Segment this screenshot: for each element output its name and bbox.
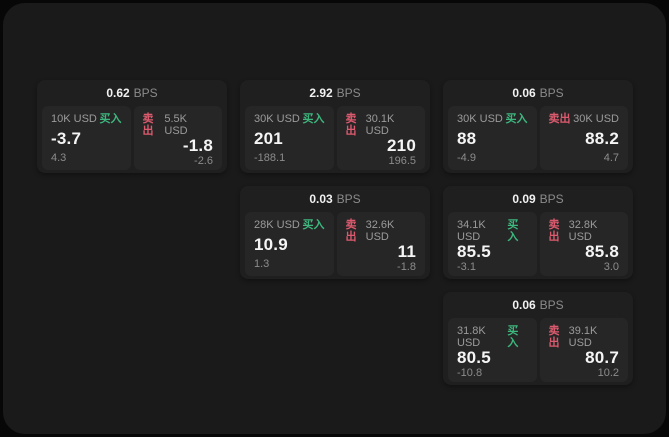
- sell-amount: 39.1K USD: [568, 325, 598, 349]
- sell-label: 卖出: [345, 219, 357, 243]
- buy-label: 买入: [302, 113, 325, 125]
- bps-header: 0.09 BPS: [443, 186, 633, 212]
- sell-price: 85.8: [585, 242, 619, 261]
- bps-unit: BPS: [336, 86, 361, 100]
- quote-card: 0.03 BPS 28K USD 买入 10.9 1.3 卖出 32.6K US…: [240, 186, 430, 279]
- buy-panel[interactable]: 30K USD 买入 201 -188.1: [245, 106, 334, 170]
- sell-price: 88.2: [585, 128, 619, 148]
- sell-delta: 4.7: [603, 152, 619, 164]
- sell-label: 卖出: [548, 113, 571, 125]
- bps-value: 0.03: [309, 192, 333, 206]
- sell-delta: -2.6: [194, 155, 213, 167]
- buy-label: 买入: [99, 113, 122, 125]
- bps-value: 0.06: [512, 86, 536, 100]
- sell-label: 卖出: [345, 113, 357, 137]
- bps-unit: BPS: [336, 192, 361, 206]
- bps-unit: BPS: [539, 298, 564, 312]
- buy-delta: -10.8: [457, 367, 483, 379]
- buy-label: 买入: [507, 219, 519, 243]
- buy-amount: 10K USD: [51, 113, 97, 125]
- quote-card: 0.06 BPS 30K USD 买入 88 -4.9 卖出 30K USD 8…: [443, 80, 633, 173]
- quote-card: 0.09 BPS 34.1K USD 买入 85.5 -3.1 卖出 32.8K…: [443, 186, 633, 279]
- bps-value: 2.92: [309, 86, 333, 100]
- sell-amount: 32.8K USD: [568, 219, 598, 243]
- sell-delta: -1.8: [397, 261, 416, 273]
- buy-delta: -188.1: [254, 152, 286, 164]
- buy-amount: 30K USD: [254, 113, 300, 125]
- bps-header: 0.03 BPS: [240, 186, 430, 212]
- buy-panel[interactable]: 28K USD 买入 10.9 1.3: [245, 212, 334, 276]
- sell-panel[interactable]: 卖出 32.8K USD 85.8 3.0: [539, 212, 628, 276]
- bps-unit: BPS: [539, 86, 564, 100]
- sell-panel[interactable]: 卖出 30.1K USD 210 196.5: [336, 106, 425, 170]
- bps-value: 0.09: [512, 192, 536, 206]
- buy-delta: 4.3: [51, 152, 67, 164]
- bps-unit: BPS: [133, 86, 158, 100]
- buy-price: -3.7: [51, 128, 82, 148]
- quote-card: 2.92 BPS 30K USD 买入 201 -188.1 卖出 30.1K …: [240, 80, 430, 173]
- sell-amount: 5.5K USD: [164, 113, 188, 137]
- sell-panel[interactable]: 卖出 5.5K USD -1.8 -2.6: [133, 106, 222, 170]
- sell-price: 210: [387, 136, 416, 155]
- sell-amount: 30.1K USD: [365, 113, 395, 137]
- buy-label: 买入: [302, 219, 325, 231]
- sell-label: 卖出: [142, 113, 154, 137]
- sell-price: -1.8: [182, 136, 213, 155]
- sell-panel[interactable]: 卖出 39.1K USD 80.7 10.2: [539, 318, 628, 382]
- buy-price: 85.5: [457, 242, 491, 261]
- buy-panel[interactable]: 10K USD 买入 -3.7 4.3: [42, 106, 131, 170]
- buy-price: 201: [254, 128, 283, 148]
- sell-amount: 30K USD: [573, 113, 619, 125]
- buy-amount: 28K USD: [254, 219, 300, 231]
- sell-price: 80.7: [585, 348, 619, 367]
- buy-label: 买入: [505, 113, 528, 125]
- sell-delta: 196.5: [388, 155, 416, 167]
- buy-price: 80.5: [457, 348, 491, 367]
- bps-header: 2.92 BPS: [240, 80, 430, 106]
- buy-price: 88: [457, 128, 477, 148]
- quote-card: 0.06 BPS 31.8K USD 买入 80.5 -10.8 卖出 39.1…: [443, 292, 633, 385]
- sell-price: 11: [397, 242, 416, 261]
- sell-label: 卖出: [548, 219, 560, 243]
- bps-value: 0.06: [512, 298, 536, 312]
- buy-panel[interactable]: 30K USD 买入 88 -4.9: [448, 106, 537, 170]
- buy-label: 买入: [507, 325, 519, 349]
- buy-delta: -4.9: [457, 152, 476, 164]
- sell-delta: 10.2: [597, 367, 619, 379]
- bps-unit: BPS: [539, 192, 564, 206]
- quote-card: 0.62 BPS 10K USD 买入 -3.7 4.3 卖出 5.5K USD…: [37, 80, 227, 173]
- buy-amount: 30K USD: [457, 113, 503, 125]
- buy-panel[interactable]: 34.1K USD 买入 85.5 -3.1: [448, 212, 537, 276]
- bps-header: 0.62 BPS: [37, 80, 227, 106]
- app-window: 0.62 BPS 10K USD 买入 -3.7 4.3 卖出 5.5K USD…: [3, 3, 666, 434]
- sell-label: 卖出: [548, 325, 560, 349]
- bps-header: 0.06 BPS: [443, 80, 633, 106]
- bps-header: 0.06 BPS: [443, 292, 633, 318]
- sell-panel[interactable]: 卖出 32.6K USD 11 -1.8: [336, 212, 425, 276]
- buy-amount: 31.8K USD: [457, 325, 486, 349]
- buy-delta: 1.3: [254, 258, 270, 270]
- buy-price: 10.9: [254, 234, 288, 254]
- sell-panel[interactable]: 卖出 30K USD 88.2 4.7: [539, 106, 628, 170]
- sell-delta: 3.0: [603, 261, 619, 273]
- bps-value: 0.62: [106, 86, 130, 100]
- sell-amount: 32.6K USD: [365, 219, 395, 243]
- buy-panel[interactable]: 31.8K USD 买入 80.5 -10.8: [448, 318, 537, 382]
- buy-delta: -3.1: [457, 261, 476, 273]
- buy-amount: 34.1K USD: [457, 219, 486, 243]
